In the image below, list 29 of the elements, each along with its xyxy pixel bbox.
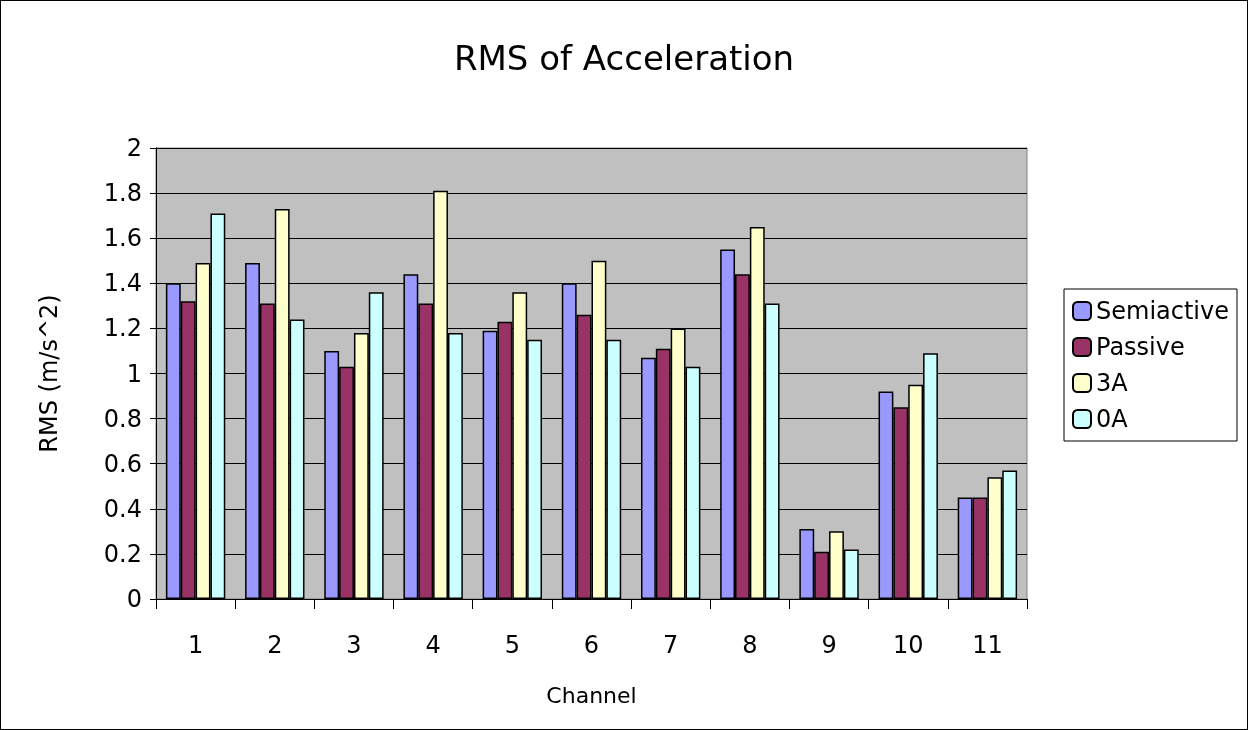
- y-tick-label: 1.4: [103, 269, 142, 298]
- x-tick-label: 8: [742, 631, 758, 659]
- y-tick-label: 1.6: [103, 224, 142, 253]
- x-tick-label: 6: [583, 631, 600, 659]
- x-tick-label: 7: [663, 631, 679, 659]
- y-axis-title: RMS (m/s^2): [35, 294, 63, 453]
- legend-label: 3A: [1096, 369, 1129, 397]
- y-tick-label: 0.2: [103, 539, 142, 568]
- y-tick-label: 0.4: [103, 494, 142, 523]
- x-tick-label: 5: [504, 631, 520, 659]
- x-tick-label: 9: [821, 631, 837, 659]
- x-tick-label: 3: [346, 631, 362, 659]
- y-tick-label: 0.6: [103, 449, 142, 478]
- y-tick-label: 1.2: [103, 314, 142, 343]
- legend-label: Semiactive: [1096, 297, 1229, 325]
- x-tick-label: 10: [892, 631, 924, 659]
- y-tick-label: 1: [126, 359, 142, 388]
- x-tick-label: 2: [267, 631, 283, 659]
- y-tick-label: 0.8: [103, 404, 142, 433]
- x-axis-title: Channel: [546, 682, 637, 708]
- x-tick-label: 4: [425, 631, 441, 659]
- x-tick-label: 1: [187, 631, 204, 659]
- chart-title: RMS of Acceleration: [453, 38, 795, 78]
- y-tick-label: 1.8: [103, 179, 142, 208]
- legend-label: Passive: [1096, 333, 1185, 361]
- y-tick-label: 2: [126, 134, 142, 162]
- x-tick-label: 11: [972, 631, 1003, 659]
- legend-label: 0A: [1096, 405, 1129, 433]
- y-tick-label: 0: [126, 585, 142, 613]
